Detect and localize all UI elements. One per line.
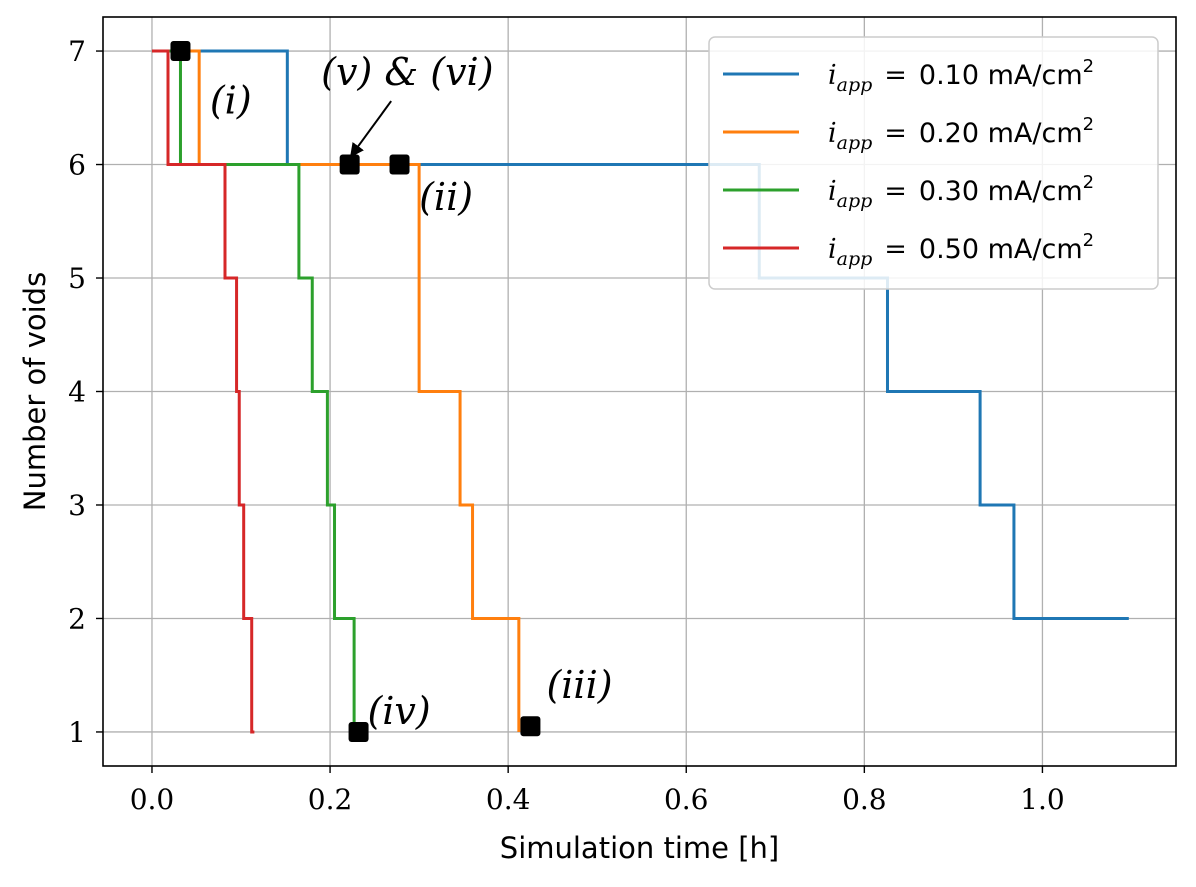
- y-axis-label: Number of voids: [18, 272, 52, 511]
- y-tick-label: 3: [68, 489, 86, 522]
- annotation-label: (iii): [546, 663, 612, 707]
- y-tick-label: 5: [68, 262, 86, 295]
- legend-entry: iapp = 0.50 mA/cm2: [828, 230, 1094, 270]
- square-marker: [339, 154, 360, 175]
- x-tick-label: 0.2: [308, 783, 353, 816]
- x-tick-label: 0.4: [486, 783, 531, 816]
- x-tick-label: 0.8: [842, 783, 887, 816]
- square-marker: [389, 154, 410, 175]
- marker-layer: [170, 41, 541, 742]
- y-tick-label: 7: [68, 35, 86, 68]
- x-tick-label: 0.6: [664, 783, 709, 816]
- series-line-2: [151, 49, 521, 732]
- annotation-label: (iv): [367, 689, 430, 733]
- series-layer: [151, 49, 1129, 734]
- legend-entry: iapp = 0.30 mA/cm2: [828, 172, 1094, 212]
- square-marker: [170, 41, 191, 62]
- y-tick-label: 6: [68, 149, 86, 182]
- annotation-label: (ii): [419, 175, 473, 219]
- y-tick-label: 4: [68, 376, 86, 409]
- x-tick-label: 0.0: [130, 783, 175, 816]
- legend: iapp = 0.10 mA/cm2 iapp = 0.20 mA/cm2 iapp = 0.3…: [708, 36, 1159, 290]
- annotation-arrow: [350, 100, 392, 158]
- x-axis-label: Simulation time [h]: [500, 831, 779, 865]
- annotation-layer: (i) (v) & (vi) (ii) (iv) (iii): [210, 50, 613, 733]
- y-tick-label: 1: [68, 716, 86, 749]
- series-line-4: [151, 49, 255, 734]
- legend-box: [708, 36, 1159, 290]
- x-axis-ticks: 0.0 0.2 0.4 0.6 0.8 1.0: [130, 766, 1065, 816]
- annotation-label: (v) & (vi): [321, 50, 493, 94]
- legend-entry: iapp = 0.10 mA/cm2: [828, 56, 1094, 96]
- y-tick-label: 2: [68, 602, 86, 635]
- square-marker: [520, 716, 541, 737]
- series-line-1: [151, 49, 1129, 620]
- y-axis-ticks: 1 2 3 4 5 6 7: [68, 35, 103, 749]
- annotation-label: (i): [210, 78, 252, 122]
- square-marker: [348, 721, 369, 742]
- legend-entry: iapp = 0.20 mA/cm2: [828, 114, 1094, 154]
- x-tick-label: 1.0: [1020, 783, 1065, 816]
